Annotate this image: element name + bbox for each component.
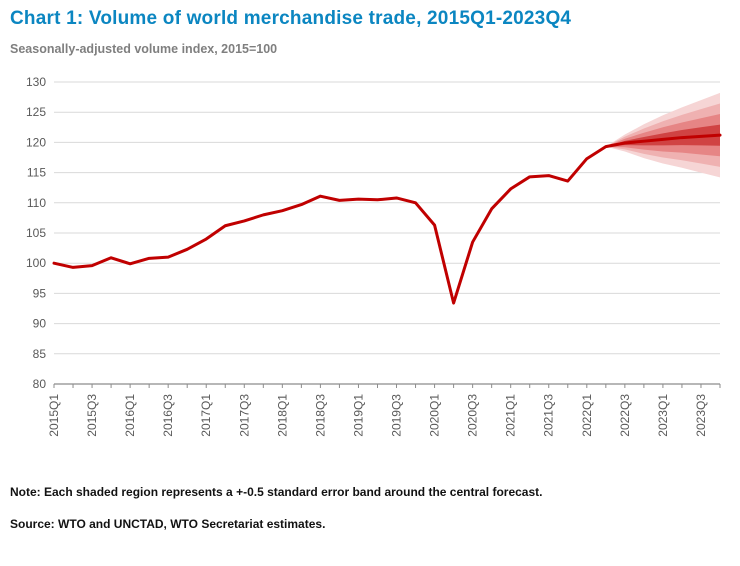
svg-text:85: 85 [33, 347, 47, 361]
trade-volume-line-chart: 80 85 90 95 100 105 110 115 120 125 130 2015Q1 2015Q… [26, 75, 722, 437]
svg-text:2020Q1: 2020Q1 [428, 394, 442, 437]
svg-text:2016Q1: 2016Q1 [123, 394, 137, 437]
svg-text:2023Q1: 2023Q1 [656, 394, 670, 437]
svg-text:2018Q3: 2018Q3 [313, 394, 327, 437]
svg-text:2017Q1: 2017Q1 [199, 394, 213, 437]
svg-text:105: 105 [26, 226, 46, 240]
svg-text:90: 90 [33, 317, 47, 331]
chart-note: Note: Each shaded region represents a +-… [10, 485, 543, 499]
svg-text:2019Q3: 2019Q3 [390, 394, 404, 437]
svg-text:2020Q3: 2020Q3 [466, 394, 480, 437]
svg-text:80: 80 [33, 377, 47, 391]
chart-title: Chart 1: Volume of world merchandise tra… [10, 8, 572, 29]
svg-text:2016Q3: 2016Q3 [161, 394, 175, 437]
svg-text:2018Q1: 2018Q1 [275, 394, 289, 437]
svg-text:2023Q3: 2023Q3 [694, 394, 708, 437]
svg-text:125: 125 [26, 105, 46, 119]
svg-text:115: 115 [27, 166, 46, 180]
chart-subtitle: Seasonally-adjusted volume index, 2015=1… [10, 42, 278, 56]
svg-text:2022Q3: 2022Q3 [618, 394, 632, 437]
svg-text:100: 100 [26, 256, 46, 270]
svg-text:110: 110 [27, 196, 46, 210]
svg-text:2019Q1: 2019Q1 [351, 394, 365, 437]
svg-text:130: 130 [26, 75, 46, 89]
svg-text:120: 120 [26, 135, 46, 149]
svg-text:2022Q1: 2022Q1 [580, 394, 594, 437]
chart-source: Source: WTO and UNCTAD, WTO Secretariat … [10, 517, 326, 531]
svg-text:95: 95 [33, 286, 47, 300]
svg-text:2021Q1: 2021Q1 [504, 394, 518, 437]
svg-text:2017Q3: 2017Q3 [237, 394, 251, 437]
chart-area: 80 85 90 95 100 105 110 115 120 125 130 2015Q1 2015Q… [10, 68, 732, 473]
svg-text:2021Q3: 2021Q3 [542, 394, 556, 437]
svg-text:2015Q1: 2015Q1 [47, 394, 61, 437]
svg-text:2015Q3: 2015Q3 [85, 394, 99, 437]
